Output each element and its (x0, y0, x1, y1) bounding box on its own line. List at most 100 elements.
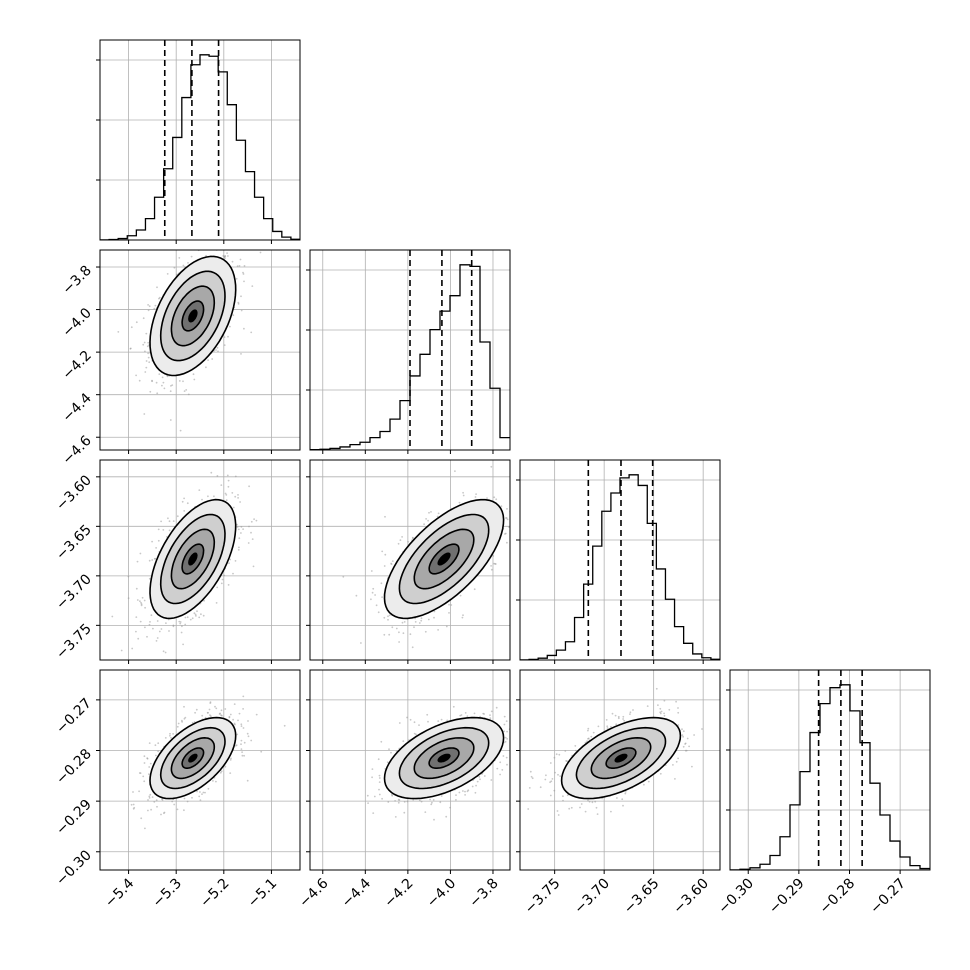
scatter-point (375, 604, 378, 607)
scatter-point (242, 528, 245, 530)
scatter-point (211, 358, 214, 360)
scatter-point (224, 492, 227, 495)
scatter-point (229, 325, 231, 328)
scatter-point (242, 273, 245, 275)
scatter-point (587, 737, 589, 740)
scatter-point (539, 786, 542, 789)
scatter-point (143, 341, 146, 344)
scatter-point (219, 712, 222, 715)
density-peak (188, 309, 198, 323)
scatter-point (140, 604, 143, 607)
scatter-point (220, 582, 223, 585)
scatter-point (506, 763, 508, 766)
scatter-point (149, 762, 152, 765)
scatter-point (243, 754, 246, 757)
scatter-point (149, 390, 152, 393)
panel-frame (99, 459, 301, 661)
scatter-point (209, 714, 211, 716)
scatter-point (207, 495, 209, 498)
scatter-point (420, 800, 423, 803)
scatter-point (464, 712, 467, 714)
scatter-point (643, 783, 645, 786)
scatter-point (151, 796, 154, 798)
scatter-point (407, 540, 409, 543)
scatter-point (398, 641, 400, 643)
scatter-point (234, 475, 237, 478)
scatter-point (156, 392, 159, 395)
panel-frame (309, 249, 511, 451)
scatter-point (413, 626, 415, 629)
scatter-point (198, 616, 201, 619)
scatter-point (182, 264, 185, 267)
scatter-point (401, 536, 403, 538)
scatter-point (229, 558, 232, 561)
scatter-point (464, 790, 466, 793)
scatter-point (515, 516, 517, 518)
scatter-point (194, 711, 197, 714)
scatter-point (176, 808, 179, 811)
scatter-point (204, 716, 207, 719)
scatter-point (142, 343, 145, 346)
y-tick-label: −4.0 (59, 305, 94, 340)
scatter-point (207, 787, 210, 790)
contour-level-3 (149, 716, 237, 800)
scatter-point (403, 801, 406, 803)
scatter-point (418, 622, 421, 624)
scatter-point (554, 771, 556, 774)
scatter-point (574, 745, 577, 747)
scatter-point (490, 568, 493, 571)
scatter-point (621, 798, 624, 801)
scatter-point (227, 255, 229, 257)
scatter-point (227, 485, 230, 488)
scatter-point (647, 780, 650, 783)
panel-frame (519, 459, 721, 661)
scatter-point (224, 708, 227, 710)
scatter-point (466, 790, 469, 793)
scatter-point (371, 591, 374, 594)
contour-level-1 (170, 285, 216, 347)
scatter-point (156, 637, 159, 639)
scatter-point (240, 748, 243, 750)
scatter-point (506, 738, 508, 740)
scatter-point (514, 727, 516, 729)
scatter-point (425, 518, 427, 520)
x-tick-label: −5.4 (102, 875, 137, 910)
scatter-point (170, 736, 172, 739)
scatter-point (397, 798, 400, 801)
scatter-point (145, 332, 148, 335)
scatter-point (492, 555, 495, 557)
scatter-point (610, 725, 612, 728)
scatter-point (596, 813, 599, 815)
hist-panel-0 (96, 39, 301, 244)
y-tick-label: −3.60 (53, 472, 95, 514)
scatter-point (464, 794, 466, 796)
scatter-point (503, 723, 506, 726)
scatter-point (139, 600, 141, 603)
contour-level-0 (428, 543, 460, 575)
scatter-point (169, 732, 171, 735)
scatter-point (138, 379, 141, 382)
scatter-point (506, 730, 508, 733)
scatter-point (238, 537, 241, 540)
scatter-point (184, 623, 187, 626)
density-peak (188, 753, 198, 763)
scatter-point (232, 506, 235, 509)
scatter-point (140, 601, 142, 604)
scatter-point (455, 794, 457, 796)
scatter-point (231, 492, 234, 494)
scatter-point (212, 780, 214, 782)
contour-level-3 (149, 255, 237, 377)
scatter-point (215, 349, 217, 351)
scatter-point (191, 617, 194, 620)
panel-frame (309, 459, 511, 661)
scatter-point (591, 801, 594, 804)
scatter-point (514, 489, 516, 491)
contour-level-1 (413, 528, 475, 590)
scatter-point (214, 705, 216, 708)
scatter-point (372, 587, 375, 590)
scatter-point (235, 277, 238, 280)
scatter-point (440, 795, 443, 797)
scatter-point (235, 744, 238, 746)
scatter-point (234, 560, 237, 562)
scatter-point (414, 617, 417, 620)
